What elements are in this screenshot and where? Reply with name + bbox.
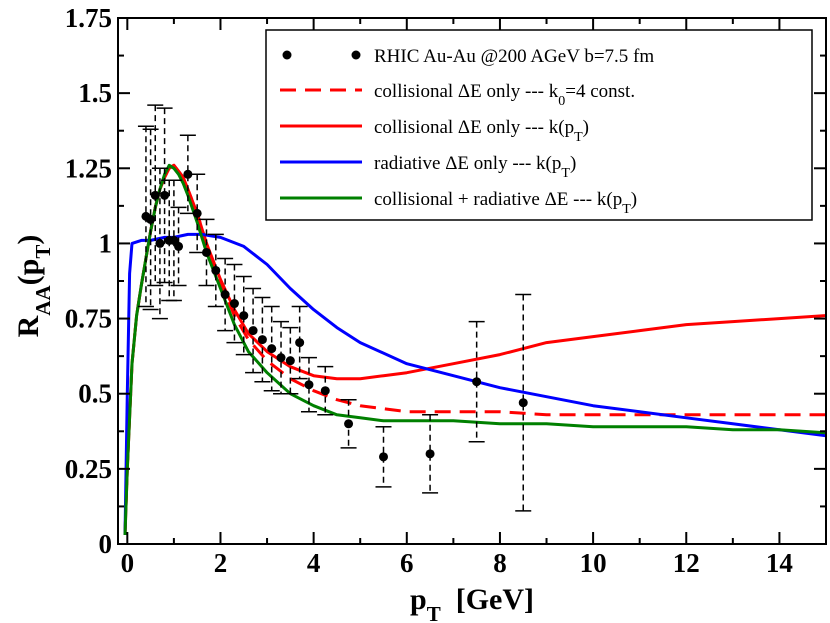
series-line-2 bbox=[123, 163, 825, 536]
data-marker bbox=[192, 208, 202, 218]
data-marker bbox=[183, 169, 193, 179]
data-marker bbox=[155, 238, 165, 248]
data-point bbox=[226, 263, 243, 344]
data-marker bbox=[239, 311, 249, 321]
y-tick-label: 0.75 bbox=[65, 304, 112, 334]
data-point bbox=[198, 218, 215, 287]
series-line-3 bbox=[123, 232, 825, 536]
x-tick-label: 2 bbox=[214, 548, 228, 578]
data-point bbox=[207, 233, 224, 308]
data-point bbox=[179, 134, 196, 215]
data-point bbox=[273, 320, 290, 395]
data-point bbox=[170, 206, 187, 287]
x-axis-title: pT [GeV] bbox=[410, 583, 534, 623]
axis-titles: pT [GeV] RAA(pT) bbox=[12, 235, 534, 623]
data-marker bbox=[344, 419, 354, 429]
x-tick-label: 4 bbox=[307, 548, 321, 578]
data-marker bbox=[248, 326, 258, 336]
y-axis-title: RAA(pT) bbox=[12, 235, 55, 338]
data-marker bbox=[211, 265, 221, 275]
data-point bbox=[151, 167, 168, 320]
legend: RHIC Au-Au @200 AGeV b=7.5 fm collisional… bbox=[265, 29, 813, 221]
data-point bbox=[340, 398, 357, 449]
data-marker bbox=[295, 338, 305, 348]
data-point bbox=[468, 320, 485, 443]
data-marker bbox=[202, 247, 211, 257]
data-marker bbox=[379, 452, 388, 462]
axes: 0 2 4 6 8 10 12 14 0 0.25 0.5 0.75 1 1.25 1.5 1.75 bbox=[65, 3, 826, 578]
legend-label: collisional + radiative ΔE --- k(pT) bbox=[374, 189, 637, 217]
data-point bbox=[245, 287, 262, 374]
legend-label: radiative ΔE only --- k(pT) bbox=[374, 153, 576, 181]
data-point bbox=[263, 305, 280, 392]
x-tick-label: 6 bbox=[400, 548, 414, 578]
data-marker bbox=[320, 386, 330, 396]
x-tick-label: 0 bbox=[121, 548, 135, 578]
y-tick-label: 1.75 bbox=[65, 3, 112, 33]
legend-label: collisional ΔE only --- k0=4 const. bbox=[374, 81, 635, 109]
legend-marker bbox=[282, 50, 292, 60]
data-marker bbox=[220, 290, 230, 300]
plot-content bbox=[123, 104, 825, 536]
legend-label: collisional ΔE only --- k(pT) bbox=[374, 117, 589, 145]
data-point bbox=[235, 275, 252, 356]
data-marker bbox=[518, 398, 528, 408]
data-point bbox=[375, 426, 392, 488]
data-marker bbox=[257, 335, 267, 345]
data-marker bbox=[267, 344, 277, 354]
x-tick-label: 14 bbox=[766, 548, 793, 578]
data-point bbox=[300, 356, 317, 413]
legend-marker bbox=[351, 50, 361, 60]
x-tick-label: 10 bbox=[580, 548, 607, 578]
y-tick-label: 1.5 bbox=[78, 78, 112, 108]
y-tick-label: 0.5 bbox=[78, 379, 112, 409]
data-marker bbox=[146, 214, 156, 224]
x-tick-label: 12 bbox=[673, 548, 700, 578]
data-marker bbox=[174, 241, 184, 251]
y-tick-label: 1.25 bbox=[65, 153, 112, 183]
data-marker bbox=[276, 353, 286, 363]
data-point bbox=[422, 414, 439, 494]
data-point bbox=[137, 125, 154, 308]
data-point bbox=[254, 296, 271, 383]
data-point bbox=[291, 305, 308, 380]
data-point bbox=[515, 293, 532, 512]
series-line-4 bbox=[123, 163, 825, 536]
data-marker bbox=[229, 299, 239, 309]
data-point bbox=[217, 257, 234, 332]
data-point bbox=[147, 104, 164, 287]
data-point bbox=[282, 326, 299, 395]
data-marker bbox=[150, 190, 160, 200]
data-marker bbox=[285, 356, 295, 366]
data-point bbox=[317, 365, 334, 416]
data-marker bbox=[160, 190, 170, 200]
x-tick-label: 8 bbox=[493, 548, 507, 578]
data-marker bbox=[472, 377, 482, 387]
y-tick-label: 1 bbox=[99, 228, 113, 258]
data-marker bbox=[425, 449, 435, 459]
legend-label: RHIC Au-Au @200 AGeV b=7.5 fm bbox=[374, 46, 654, 67]
data-marker bbox=[304, 380, 314, 390]
y-tick-label: 0.25 bbox=[65, 454, 112, 484]
y-tick-label: 0 bbox=[99, 529, 113, 559]
series-line-1 bbox=[123, 163, 825, 536]
